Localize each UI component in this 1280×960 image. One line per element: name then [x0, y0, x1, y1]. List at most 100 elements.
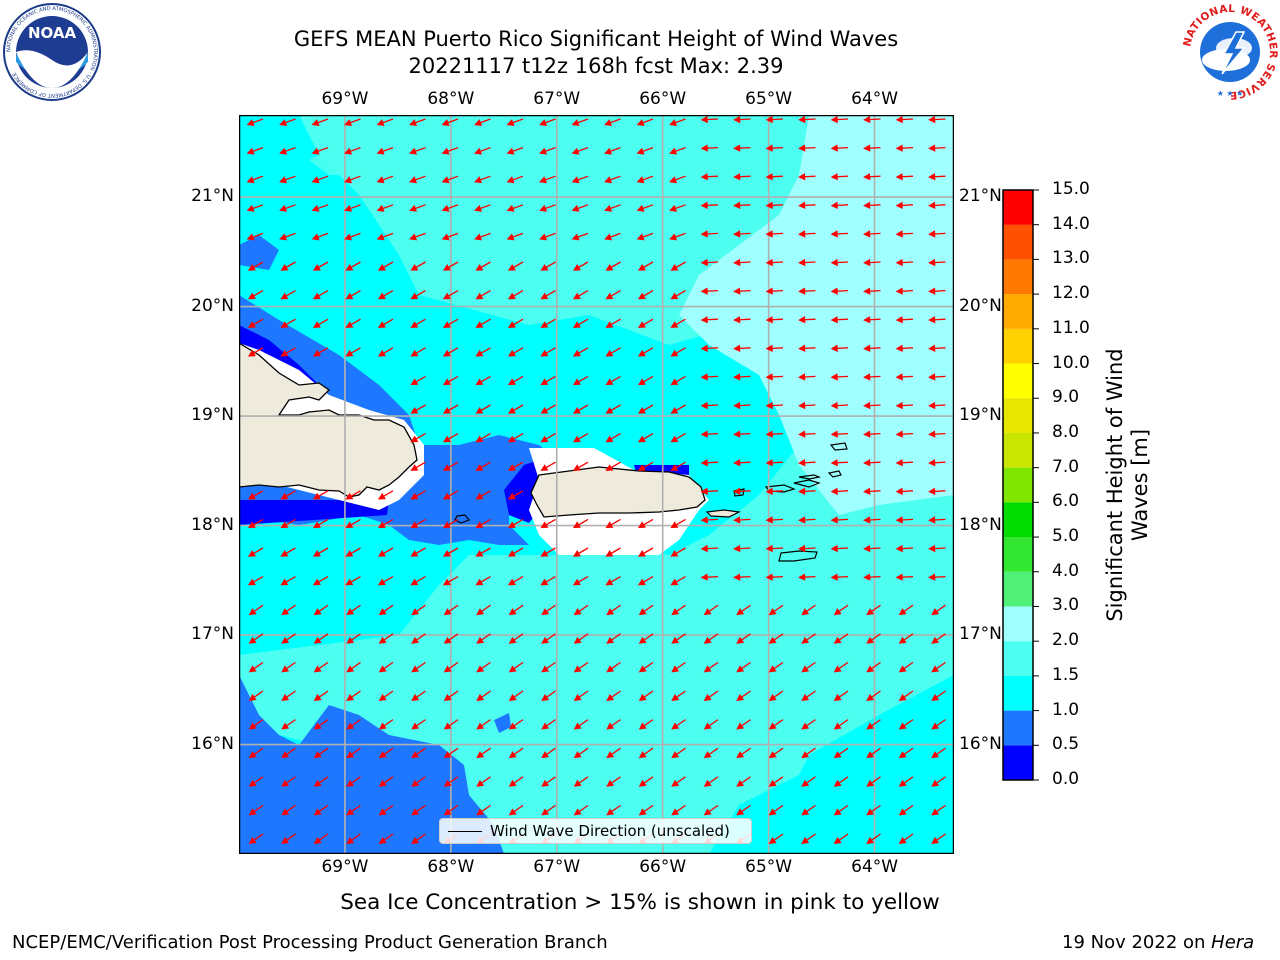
- direction-arrow-head: [605, 406, 614, 414]
- colorbar-segment: [1003, 328, 1033, 364]
- direction-arrow-head: [637, 406, 646, 414]
- direction-arrow-head: [475, 321, 484, 328]
- direction-arrow-head: [376, 204, 385, 212]
- direction-arrow-head: [830, 459, 838, 467]
- direction-arrow-head: [571, 147, 580, 155]
- direction-arrow-head: [541, 808, 550, 816]
- direction-arrow-head: [539, 147, 548, 155]
- direction-arrow-head: [669, 233, 678, 241]
- colorbar-tick-label: 1.5: [1052, 664, 1080, 685]
- direction-arrow-head: [410, 349, 419, 357]
- direction-arrow-head: [540, 292, 549, 300]
- direction-arrow-head: [765, 115, 773, 124]
- direction-arrow-head: [507, 263, 516, 271]
- direction-arrow-head: [508, 722, 517, 730]
- direction-arrow-head: [572, 321, 581, 328]
- direction-arrow-head: [833, 722, 842, 730]
- direction-arrow-head: [541, 636, 550, 644]
- direction-arrow-head: [247, 578, 256, 586]
- direction-arrow-head: [541, 693, 550, 701]
- direction-arrow-head: [931, 722, 940, 730]
- direction-arrow-head: [669, 147, 678, 155]
- direction-arrow-head: [280, 578, 289, 586]
- direction-arrow-head: [638, 665, 647, 673]
- direction-arrow-head: [798, 230, 806, 238]
- direction-arrow-head: [476, 751, 485, 759]
- direction-arrow-head: [605, 321, 614, 328]
- direction-arrow-head: [346, 722, 355, 730]
- map-gridlines: [239, 115, 954, 854]
- wave-field-0.5-1.0-south: [239, 675, 504, 854]
- direction-arrow-head: [637, 578, 646, 586]
- direction-arrow-head: [378, 836, 387, 844]
- direction-arrow-head: [898, 836, 907, 844]
- direction-arrow-head: [376, 119, 385, 126]
- direction-arrow-head: [572, 464, 581, 471]
- direction-arrow-head: [637, 549, 646, 557]
- lon-tick-label: 69°W: [321, 857, 369, 877]
- colorbar-segment: [1003, 745, 1033, 780]
- direction-arrow-head: [476, 722, 485, 730]
- direction-arrow-head: [866, 665, 875, 673]
- direction-arrow-head: [313, 693, 322, 701]
- direction-arrow-head: [637, 349, 646, 357]
- direction-arrow-head: [280, 321, 289, 328]
- direction-arrow-head: [507, 321, 516, 328]
- colorbar-label: Significant Height of Wind Waves [m]: [1103, 348, 1152, 622]
- colorbar-tick-label: 7.0: [1052, 456, 1080, 477]
- direction-arrow-head: [606, 722, 615, 730]
- direction-arrow-head: [605, 549, 614, 557]
- direction-arrow-head: [572, 263, 581, 271]
- direction-arrow-head: [830, 430, 838, 438]
- colorbar-tick-label: 14.0: [1052, 213, 1090, 234]
- lat-tick-label: 21°N: [191, 186, 234, 207]
- direction-arrow-head: [474, 233, 483, 241]
- direction-arrow-head: [540, 349, 549, 357]
- direction-arrow-head: [475, 406, 484, 414]
- direction-arrow-head: [411, 665, 420, 673]
- direction-arrow-head: [863, 144, 871, 152]
- colorbar-tick-label: 5.0: [1052, 526, 1080, 547]
- direction-arrow-head: [313, 836, 322, 844]
- direction-arrow-head: [442, 464, 451, 471]
- direction-arrow-head: [928, 487, 936, 496]
- direction-arrow-head: [733, 373, 741, 381]
- direction-arrow-head: [605, 263, 614, 271]
- direction-arrow-head: [280, 263, 289, 271]
- direction-arrow-head: [768, 779, 777, 787]
- direction-arrow-head: [605, 378, 614, 386]
- direction-arrow-head: [346, 836, 355, 844]
- direction-arrow-head: [895, 201, 903, 210]
- direction-arrow-head: [507, 549, 516, 557]
- direction-arrow-head: [700, 258, 708, 267]
- direction-arrow-head: [605, 349, 614, 357]
- direction-arrow-head: [606, 693, 615, 701]
- direction-arrow-head: [311, 147, 320, 155]
- direction-arrow-head: [733, 201, 741, 210]
- direction-arrow-head: [895, 373, 903, 381]
- direction-arrow-head: [506, 233, 515, 241]
- direction-arrow-head: [768, 836, 777, 844]
- direction-arrow-head: [733, 459, 741, 467]
- direction-arrow-head: [279, 147, 288, 155]
- direction-arrow-head: [604, 147, 613, 155]
- direction-arrow-head: [928, 115, 936, 124]
- direction-arrow-head: [442, 263, 451, 271]
- colorbar-tick-label: 10.0: [1052, 352, 1090, 373]
- direction-arrow-head: [700, 316, 708, 324]
- lon-tick-label: 67°W: [533, 89, 581, 109]
- direction-arrow-head: [765, 459, 773, 467]
- direction-arrow-head: [768, 751, 777, 759]
- direction-arrow-head: [768, 636, 777, 644]
- direction-arrow-head: [765, 487, 773, 496]
- colorbar-segment: [1003, 641, 1033, 676]
- direction-arrow-head: [476, 636, 485, 644]
- direction-arrow-head: [443, 808, 452, 816]
- direction-arrow-head: [378, 808, 387, 816]
- lat-tick-label: 20°N: [959, 295, 1002, 316]
- direction-arrow-head: [733, 401, 741, 410]
- colorbar-segment: [1003, 224, 1033, 260]
- direction-arrow-head: [736, 665, 745, 673]
- direction-arrow-head: [281, 722, 290, 730]
- direction-arrow-head: [604, 204, 613, 212]
